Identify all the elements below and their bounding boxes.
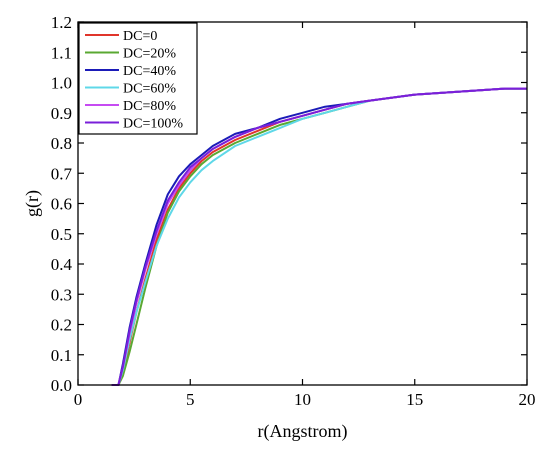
series-layer: [111, 87, 527, 386]
y-tick-label: 0.2: [51, 316, 72, 335]
y-axis-title: g(r): [22, 190, 43, 217]
legend-box: [78, 22, 198, 135]
x-tick-label: 5: [186, 390, 195, 409]
legend-label: DC=20%: [123, 47, 176, 62]
y-tick-label: 1.1: [51, 43, 72, 62]
y-tick-label: 0.8: [51, 134, 72, 153]
legend: DC=0 DC=20% DC=40% DC=60% DC=80% DC=100%: [78, 22, 198, 135]
y-tick-label: 0.0: [51, 376, 72, 395]
y-tick-label: 0.1: [51, 346, 72, 365]
legend-label: DC=60%: [123, 82, 176, 97]
ticks-layer: 0 5 10 15 20 0.0 0.1 0.2 0.3 0.4 0.5 0.6 0.7 0.8 0.9 1.…: [51, 13, 536, 409]
y-tick-label: 0.6: [51, 195, 72, 214]
x-tick-label: 20: [519, 390, 536, 409]
series-line-6: [111, 87, 527, 386]
y-tick-label: 0.9: [51, 104, 72, 123]
x-tick-label: 0: [74, 390, 83, 409]
y-tick-label: 1.0: [51, 74, 72, 93]
y-tick-label: 0.4: [51, 255, 73, 274]
legend-label: DC=100%: [123, 117, 183, 132]
legend-label: DC=80%: [123, 99, 176, 114]
y-tick-label: 1.2: [51, 13, 72, 32]
x-axis-title: r(Angstrom): [258, 421, 348, 442]
y-tick-label: 0.5: [51, 225, 72, 244]
legend-label: DC=0: [123, 29, 157, 44]
x-tick-label: 10: [294, 390, 311, 409]
y-tick-label: 0.3: [51, 285, 72, 304]
x-tick-label: 15: [406, 390, 423, 409]
legend-label: DC=40%: [123, 64, 176, 79]
y-tick-label: 0.7: [51, 164, 73, 183]
